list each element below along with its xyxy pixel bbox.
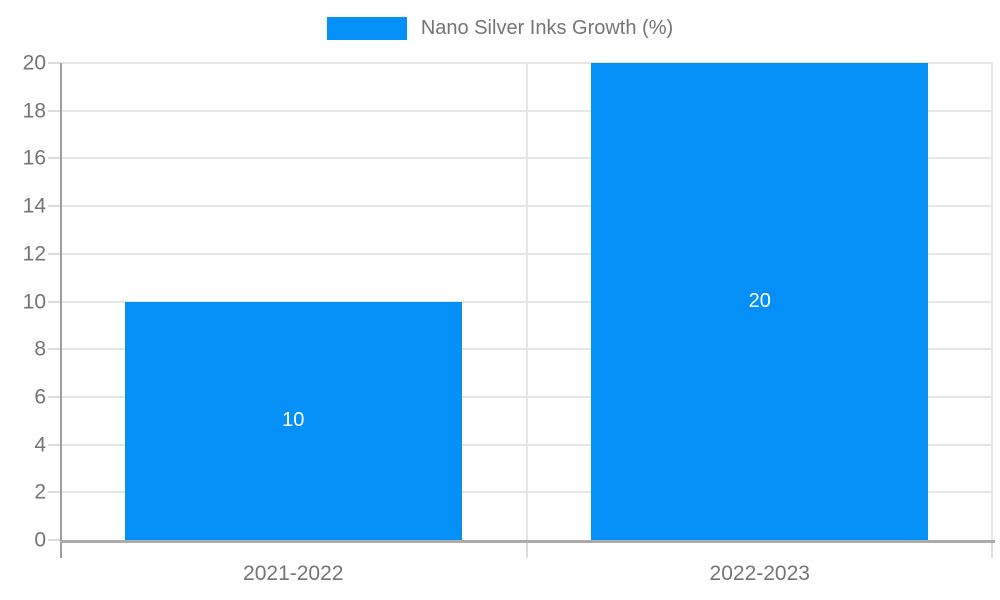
y-axis-tick bbox=[48, 300, 60, 303]
bar-value-label: 20 bbox=[748, 290, 771, 312]
y-axis-tick bbox=[48, 157, 60, 160]
x-axis-label: 2021-2022 bbox=[243, 562, 344, 585]
x-axis-label: 2022-2023 bbox=[709, 562, 810, 585]
y-axis-tick bbox=[48, 109, 60, 112]
y-axis-tick bbox=[48, 348, 60, 351]
y-axis-label: 6 bbox=[34, 385, 46, 409]
x-axis-tick bbox=[525, 543, 528, 558]
legend-swatch bbox=[326, 17, 407, 40]
y-axis-tick bbox=[48, 395, 60, 398]
y-axis-tick bbox=[48, 491, 60, 494]
y-axis-tick bbox=[48, 539, 60, 541]
bar[interactable]: 20 bbox=[591, 63, 929, 540]
y-axis-line bbox=[60, 63, 62, 558]
y-axis-tick bbox=[48, 205, 60, 208]
x-axis-line bbox=[60, 540, 995, 543]
y-axis-tick bbox=[48, 62, 60, 64]
y-axis-label: 0 bbox=[34, 528, 46, 552]
bar[interactable]: 10 bbox=[124, 301, 462, 540]
y-axis-label: 8 bbox=[34, 337, 46, 361]
bar-value-label: 10 bbox=[282, 409, 305, 432]
y-axis-label: 16 bbox=[22, 146, 46, 170]
y-axis-label: 18 bbox=[22, 99, 46, 123]
y-axis-label: 10 bbox=[22, 290, 46, 313]
y-axis-label: 12 bbox=[22, 242, 46, 266]
y-axis-label: 4 bbox=[34, 433, 46, 457]
plot-area: 10 20 bbox=[60, 62, 993, 540]
y-axis-label: 14 bbox=[22, 194, 46, 218]
y-axis-label: 2 bbox=[34, 480, 46, 504]
plot-right-border bbox=[991, 63, 993, 540]
legend-label: Nano Silver Inks Growth (%) bbox=[420, 17, 674, 39]
y-axis-tick bbox=[48, 252, 60, 255]
legend[interactable]: Nano Silver Inks Growth (%) bbox=[0, 17, 1000, 40]
y-axis-label: 20 bbox=[22, 51, 46, 75]
category-divider bbox=[525, 63, 528, 540]
y-axis-tick bbox=[48, 443, 60, 446]
x-axis-tick bbox=[991, 543, 993, 558]
